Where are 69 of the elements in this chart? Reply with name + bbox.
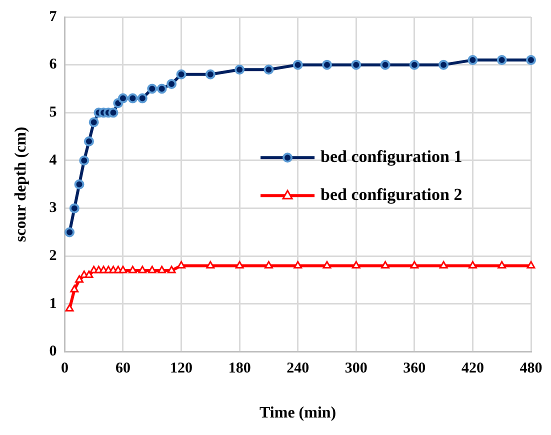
point [409,60,420,70]
point [351,60,362,70]
point [438,60,449,70]
point [235,260,244,268]
point [88,117,99,128]
point [526,260,536,268]
point [439,260,448,268]
point [79,155,90,166]
x-tick-label: 240 [286,360,310,377]
point [177,260,186,268]
point [118,266,128,274]
x-tick-label: 480 [520,360,542,377]
point [410,260,419,268]
x-axis-title: Time (min) [260,404,336,422]
legend-label: bed configuration 2 [320,185,462,204]
point [84,136,94,146]
point [264,64,274,75]
point [167,266,176,274]
point [468,55,478,66]
point [526,55,536,66]
point [381,260,390,268]
point [234,64,245,75]
y-tick-label: 5 [49,104,57,121]
point [294,260,302,268]
point [468,260,477,268]
point [166,78,177,89]
x-tick-label: 300 [344,360,368,377]
point [84,270,94,278]
point [205,69,216,80]
y-tick-label: 2 [49,248,57,264]
y-tick-label: 1 [49,296,57,312]
x-tick-label: 360 [403,360,426,377]
point [158,266,166,274]
y-tick-label: 7 [49,8,58,25]
point [74,179,84,190]
y-tick-label: 0 [49,344,57,360]
point [148,266,156,274]
point [64,227,75,238]
point [352,260,360,268]
legend-label: bed configuration 1 [320,147,462,166]
x-tick-label: 120 [170,360,193,377]
y-tick-label: 4 [49,152,58,168]
point [118,93,128,104]
x-tick-label: 180 [228,360,251,377]
point [498,260,506,268]
point [292,60,303,70]
point [137,93,148,104]
point [108,108,118,118]
point [206,260,215,268]
y-tick-label: 3 [49,200,57,216]
point [322,60,332,70]
point [264,260,273,268]
point [69,203,80,214]
x-tick-label: 420 [461,360,484,377]
point [147,84,158,94]
point [128,93,138,104]
point [322,260,332,268]
point [156,84,167,94]
x-tick-label: 0 [60,360,68,377]
y-axis-title: scour depth (cm) [12,126,30,242]
point [176,69,186,80]
point [70,284,79,292]
point [128,266,137,274]
x-tick-label: 60 [115,360,130,377]
point [138,266,147,274]
y-tick-label: 6 [49,56,58,73]
point [380,60,390,70]
point [496,55,507,66]
point [75,275,84,283]
